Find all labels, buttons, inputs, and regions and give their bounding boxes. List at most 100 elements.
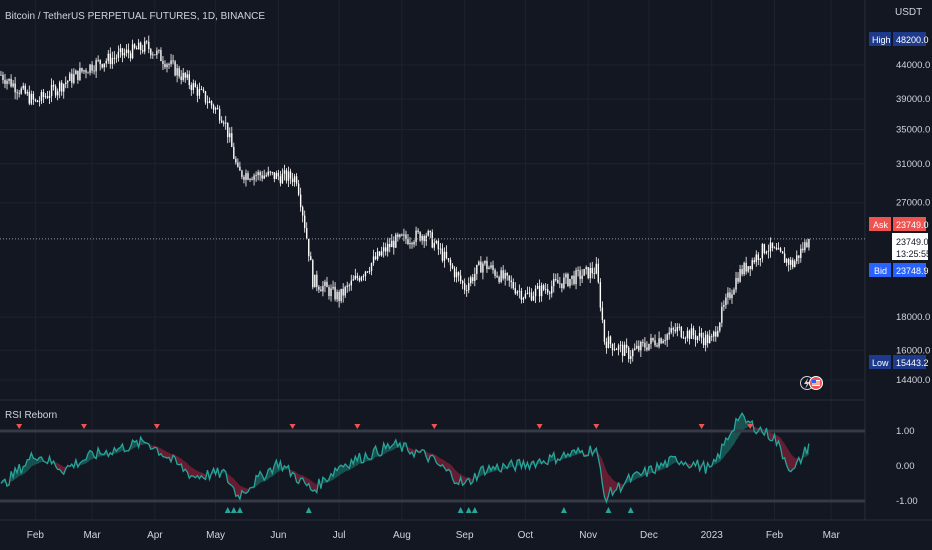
candle [277, 169, 280, 181]
sell-signal-marker [16, 424, 23, 429]
candle [514, 282, 516, 296]
candle [573, 270, 575, 286]
candle [787, 257, 790, 272]
candle [186, 70, 188, 81]
candle [46, 91, 49, 99]
candle [208, 97, 211, 104]
candle [646, 341, 648, 352]
time-axis[interactable]: Feb Mar Apr May Jun Jul Aug Sep Oct Nov Dec 2023 Feb… [27, 530, 841, 541]
candle [393, 236, 395, 255]
candle [336, 289, 338, 303]
candle [273, 172, 276, 183]
candle [129, 50, 132, 62]
candle [739, 264, 741, 283]
buy-signal-marker [236, 507, 243, 513]
time-tick-11: 2023 [701, 530, 724, 541]
buy-signal-marker [230, 507, 237, 513]
candle [761, 242, 764, 263]
candle [376, 247, 379, 261]
candle [522, 296, 525, 304]
candle [403, 228, 405, 242]
us-flag-event-icon[interactable] [809, 376, 823, 390]
candle [154, 54, 156, 56]
candle [506, 272, 508, 281]
candle [640, 340, 642, 357]
candle [621, 341, 624, 363]
candle [275, 170, 278, 180]
candle [133, 43, 136, 50]
candle [587, 267, 589, 280]
candle [597, 258, 600, 284]
candle [301, 205, 304, 223]
candle [700, 328, 703, 344]
candle [563, 273, 565, 290]
candle [516, 290, 519, 296]
candle [287, 166, 290, 187]
candle [366, 271, 369, 273]
candle [542, 283, 545, 292]
candle [711, 333, 713, 342]
candle [470, 275, 472, 287]
candle [796, 250, 798, 265]
candle [642, 339, 644, 347]
svg-text:15443.2: 15443.2 [896, 358, 929, 368]
candle [150, 47, 152, 59]
grid [0, 0, 865, 520]
candle [644, 337, 646, 352]
candle [561, 283, 563, 293]
candle [348, 283, 350, 292]
candle [571, 275, 573, 286]
candle [445, 245, 448, 260]
candle [247, 170, 249, 181]
candle [312, 258, 314, 290]
ask-badge: Ask 23749.0 [869, 217, 929, 231]
candle [690, 323, 693, 339]
candle [295, 173, 298, 187]
candle [196, 84, 199, 103]
candle [555, 273, 557, 282]
candle [16, 89, 18, 100]
candle [419, 231, 421, 242]
candle [50, 78, 53, 103]
candle [346, 281, 348, 293]
candle [569, 278, 571, 289]
candle [83, 69, 85, 74]
candle [182, 67, 184, 82]
candle [338, 289, 340, 308]
candle [156, 47, 158, 59]
candle [484, 260, 486, 266]
candle [429, 230, 431, 239]
candle [87, 71, 89, 74]
candle [121, 47, 124, 63]
candle [360, 275, 363, 282]
candle [480, 256, 482, 273]
candle [71, 68, 73, 88]
candle [630, 350, 632, 364]
candle [77, 70, 79, 84]
candle [304, 210, 306, 233]
candle [253, 173, 255, 186]
candle [184, 72, 186, 83]
candle [314, 274, 316, 288]
candle [14, 76, 16, 100]
candle [672, 326, 674, 337]
candle [146, 40, 148, 45]
candle [190, 82, 192, 96]
candle [544, 283, 547, 294]
candle [54, 84, 57, 98]
candle [123, 48, 126, 59]
candle [401, 233, 403, 237]
candle [466, 284, 468, 297]
candle [735, 271, 737, 293]
candle [34, 98, 37, 103]
candle [291, 172, 294, 187]
candle [628, 345, 630, 363]
candle [792, 257, 794, 270]
rsi-tick-0: 1.00 [896, 426, 915, 437]
candle [753, 257, 755, 265]
candle [135, 45, 138, 50]
candle [682, 331, 685, 340]
candle [806, 239, 808, 248]
candle [498, 275, 500, 284]
candle [474, 267, 476, 287]
